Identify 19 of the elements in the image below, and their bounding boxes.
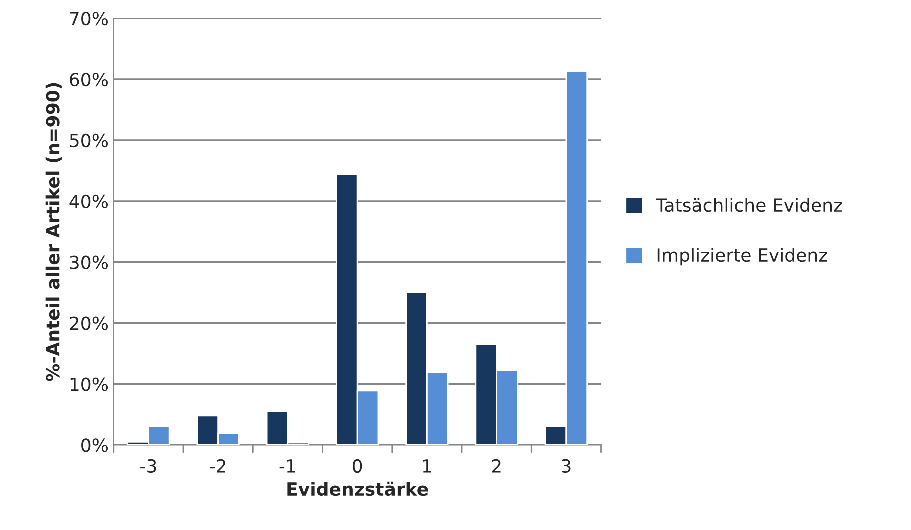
legend-label: Tatsächliche Evidenz bbox=[656, 198, 842, 212]
legend-label: Implizierte Evidenz bbox=[658, 248, 828, 266]
y-tick-label: 0% bbox=[82, 438, 108, 452]
x-tick-label: -1 bbox=[280, 460, 296, 473]
x-tick-label: 0 bbox=[353, 459, 362, 474]
y-tick-label: 70% bbox=[70, 12, 108, 26]
x-tick-label: 2 bbox=[492, 459, 501, 473]
y-tick-label: 20% bbox=[70, 316, 108, 330]
x-tick-label: -3 bbox=[140, 459, 156, 474]
y-tick-label: 40% bbox=[70, 194, 108, 209]
x-axis-title: Evidenzstärke bbox=[288, 482, 428, 496]
x-tick-label: -2 bbox=[210, 459, 226, 473]
y-tick-label: 60% bbox=[70, 72, 108, 87]
y-axis-title: %-Anteil aller Artikel (n=990) bbox=[46, 83, 62, 382]
x-tick-label: 3 bbox=[562, 459, 571, 474]
y-tick-label: 50% bbox=[70, 134, 108, 148]
y-tick-label: 10% bbox=[70, 378, 108, 392]
x-tick-label: 1 bbox=[423, 460, 432, 473]
y-tick-label: 30% bbox=[70, 256, 108, 270]
